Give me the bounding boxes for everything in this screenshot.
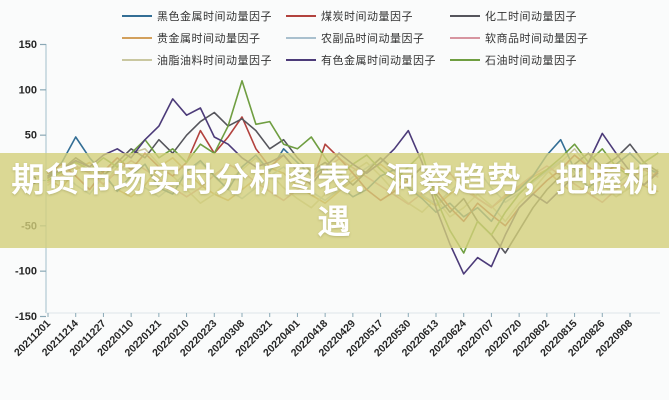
banner-title-line2: 遇 xyxy=(317,202,352,240)
legend-line-swatch-icon xyxy=(122,15,152,17)
legend-column: 煤炭时间动量因子 农副品时间动量因子 有色金属时间动量因子 xyxy=(286,5,436,71)
legend-item: 石油时间动量因子 xyxy=(450,49,589,71)
legend-item-label: 油脂油料时间动量因子 xyxy=(157,55,272,67)
legend-item: 油脂油料时间动量因子 xyxy=(122,49,272,71)
legend-line-swatch-icon xyxy=(450,15,480,17)
legend-item-label: 农副品时间动量因子 xyxy=(321,33,425,45)
legend-item-label: 煤炭时间动量因子 xyxy=(321,11,413,23)
legend-item: 农副品时间动量因子 xyxy=(286,27,436,49)
legend-item-label: 黑色金属时间动量因子 xyxy=(157,11,272,23)
y-tick-label: 150 xyxy=(19,39,37,51)
chart-legend: 黑色金属时间动量因子 贵金属时间动量因子 油脂油料时间动量因子 煤炭时间动量因子 农副品… xyxy=(122,5,589,71)
y-tick-label: 50 xyxy=(25,130,37,142)
y-tick-label: -100 xyxy=(15,266,37,278)
legend-item-label: 软商品时间动量因子 xyxy=(485,33,589,45)
legend-item: 有色金属时间动量因子 xyxy=(286,49,436,71)
y-tick-label: -150 xyxy=(15,311,37,323)
legend-line-swatch-icon xyxy=(450,37,480,39)
legend-item: 贵金属时间动量因子 xyxy=(122,27,272,49)
legend-column: 化工时间动量因子 软商品时间动量因子 石油时间动量因子 xyxy=(450,5,589,71)
y-tick-label: 100 xyxy=(19,84,37,96)
legend-column: 黑色金属时间动量因子 贵金属时间动量因子 油脂油料时间动量因子 xyxy=(122,5,272,71)
legend-item-label: 贵金属时间动量因子 xyxy=(157,33,261,45)
legend-item: 软商品时间动量因子 xyxy=(450,27,589,49)
legend-item: 煤炭时间动量因子 xyxy=(286,5,436,27)
legend-item: 黑色金属时间动量因子 xyxy=(122,5,272,27)
legend-item-label: 有色金属时间动量因子 xyxy=(321,55,436,67)
banner-title-line1: 期货市场实时分析图表：洞察趋势，把握机 xyxy=(11,160,658,198)
legend-line-swatch-icon xyxy=(450,59,480,61)
legend-item: 化工时间动量因子 xyxy=(450,5,589,27)
legend-line-swatch-icon xyxy=(286,15,316,17)
legend-line-swatch-icon xyxy=(286,37,316,39)
legend-line-swatch-icon xyxy=(286,59,316,61)
legend-line-swatch-icon xyxy=(122,37,152,39)
legend-line-swatch-icon xyxy=(122,59,152,61)
title-banner: 期货市场实时分析图表：洞察趋势，把握机 遇 xyxy=(0,153,669,248)
legend-item-label: 石油时间动量因子 xyxy=(485,55,577,67)
legend-item-label: 化工时间动量因子 xyxy=(485,11,577,23)
